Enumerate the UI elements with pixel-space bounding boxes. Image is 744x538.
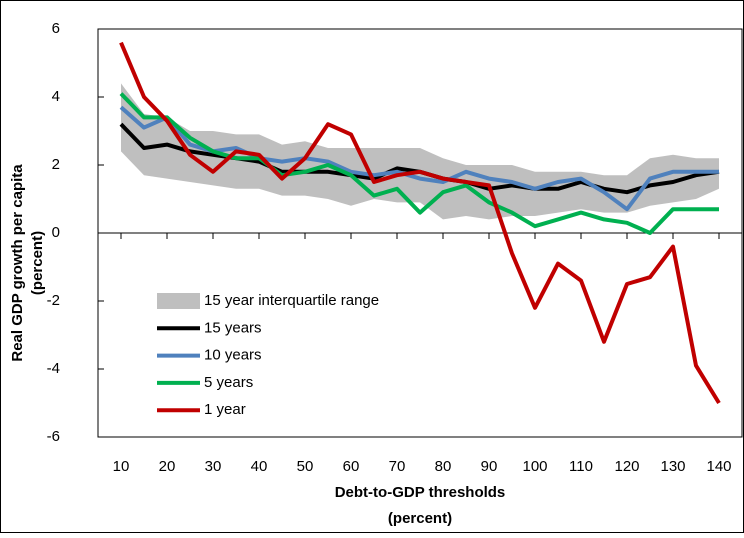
- y-tick-label: 0: [52, 224, 60, 241]
- y-tick-label: 4: [52, 88, 60, 105]
- x-tick-label: 60: [343, 458, 360, 475]
- y-tick-label: -2: [47, 292, 60, 309]
- y-axis-title: (percent): [29, 231, 46, 295]
- x-tick-label: 90: [481, 458, 498, 475]
- x-tick-label: 140: [706, 458, 731, 475]
- x-tick-label: 130: [660, 458, 685, 475]
- series-line: [119, 41, 721, 405]
- x-tick-label: 10: [113, 458, 130, 475]
- x-tick-label: 70: [389, 458, 406, 475]
- y-axis-title: Real GDP growth per capita: [9, 164, 26, 362]
- x-tick-label: 80: [435, 458, 452, 475]
- x-tick-label: 100: [522, 458, 547, 475]
- y-tick-label: 2: [52, 156, 60, 173]
- legend-label: 5 years: [204, 374, 253, 391]
- x-tick-label: 120: [614, 458, 639, 475]
- y-tick-label: -6: [47, 428, 60, 445]
- x-axis-title: Debt-to-GDP thresholds: [335, 484, 506, 501]
- y-tick-label: -4: [47, 360, 60, 377]
- x-tick-label: 20: [159, 458, 176, 475]
- legend-swatch: [157, 293, 200, 309]
- legend-label: 15 year interquartile range: [204, 292, 379, 309]
- series-line: [119, 105, 719, 212]
- y-tick-label: 6: [52, 20, 60, 37]
- x-axis-title: (percent): [388, 510, 452, 527]
- x-tick-label: 40: [251, 458, 268, 475]
- legend-label: 15 years: [204, 319, 262, 336]
- legend-label: 10 years: [204, 347, 262, 364]
- x-tick-label: 30: [205, 458, 222, 475]
- series-line: [119, 92, 719, 235]
- x-tick-label: 110: [569, 458, 593, 475]
- x-tick-label: 50: [297, 458, 314, 475]
- legend-label: 1 year: [204, 401, 246, 418]
